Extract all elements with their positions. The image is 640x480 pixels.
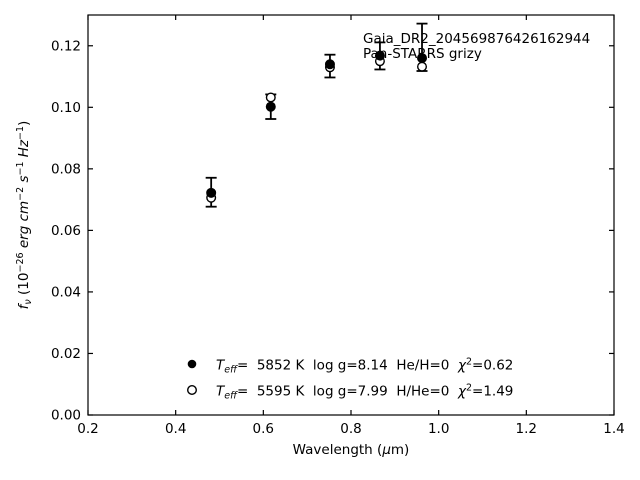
x-tick-label: 0.2 bbox=[77, 421, 98, 437]
x-tick-label: 0.6 bbox=[253, 421, 274, 437]
x-tick-label: 1.0 bbox=[428, 421, 449, 437]
y-tick-label: 0.02 bbox=[51, 346, 81, 362]
y-tick-label: 0.12 bbox=[51, 39, 81, 55]
data-point-filled-circle bbox=[265, 101, 276, 112]
data-point-filled-circle bbox=[206, 187, 217, 198]
y-tick-label: 0.00 bbox=[51, 408, 81, 424]
legend-marker-open-circle bbox=[186, 385, 197, 396]
data-point-filled-circle bbox=[374, 50, 385, 61]
x-tick-label: 1.2 bbox=[516, 421, 537, 437]
y-tick-label: 0.10 bbox=[51, 100, 81, 116]
annotation-survey: Pan-STARRS grizy bbox=[363, 46, 482, 62]
plot-dynamic-layer bbox=[87, 15, 615, 416]
x-tick-label: 0.4 bbox=[165, 421, 186, 437]
x-tick-label: 0.8 bbox=[340, 421, 361, 437]
axes-frame bbox=[87, 14, 615, 416]
data-point-filled-circle bbox=[324, 59, 335, 70]
y-tick-label: 0.06 bbox=[51, 223, 81, 239]
y-tick-label: 0.04 bbox=[51, 285, 81, 301]
legend: Teff= 5852 K log g=8.14 He/H=0 χ2=0.62 T… bbox=[186, 357, 513, 402]
x-tick-label: 1.4 bbox=[603, 421, 624, 437]
x-axis-label: Wavelength (μm) bbox=[293, 442, 410, 458]
y-tick-label: 0.08 bbox=[51, 162, 81, 178]
y-axis-label: fν (10−26 erg cm−2 s−1 Hz−1) bbox=[15, 121, 34, 310]
data-point-open-circle bbox=[417, 61, 428, 72]
annotation-object-id: Gaia_DR2_204569876426162944 bbox=[363, 31, 590, 47]
legend-marker-filled-circle bbox=[187, 359, 197, 369]
legend-entry-2: Teff= 5595 K log g=7.99 H/He=0 χ2=1.49 bbox=[216, 383, 513, 402]
data-point-filled-circle bbox=[417, 53, 428, 64]
legend-entry-1: Teff= 5852 K log g=8.14 He/H=0 χ2=0.62 bbox=[216, 357, 513, 376]
data-point-open-circle bbox=[265, 92, 276, 103]
